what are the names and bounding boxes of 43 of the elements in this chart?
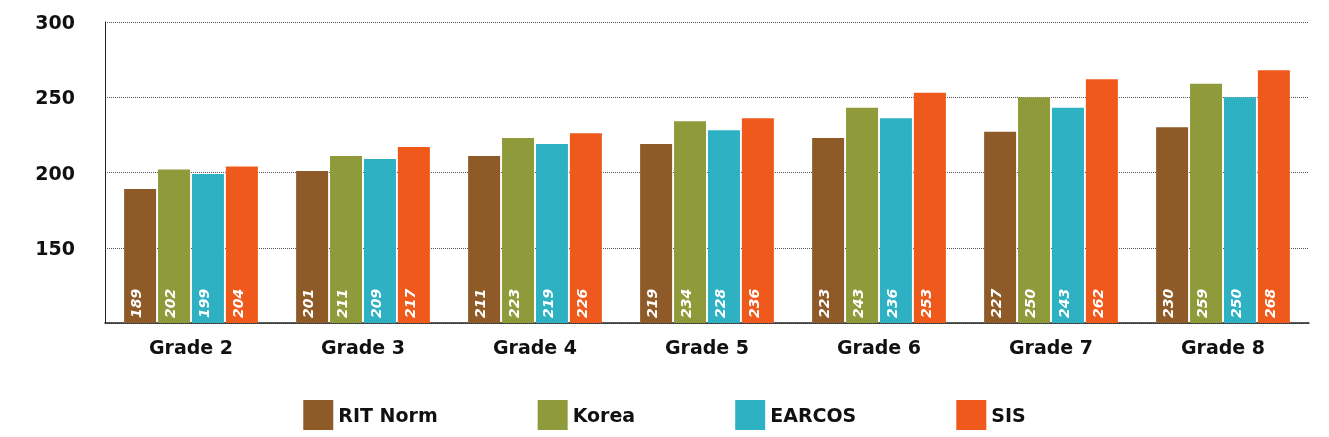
- data-label: 219: [644, 288, 661, 318]
- data-label: 211: [334, 288, 351, 318]
- data-label: 259: [1194, 288, 1211, 318]
- data-label: 189: [128, 288, 145, 318]
- x-tick-label: Grade 6: [836, 335, 922, 358]
- x-tick-label: Grade 8: [1180, 335, 1266, 358]
- x-tick-label: Grade 5: [664, 335, 750, 358]
- data-label: 217: [401, 288, 418, 318]
- legend-label: EARCOS: [770, 404, 857, 426]
- x-tick-label: Grade 4: [492, 335, 578, 358]
- data-label: 227: [988, 288, 1005, 318]
- y-tick-label: 300: [35, 11, 75, 33]
- y-tick-label: 150: [35, 236, 75, 259]
- data-label: 201: [300, 288, 317, 318]
- data-label: 268: [1261, 288, 1278, 318]
- data-label: 223: [506, 288, 523, 318]
- data-label: 202: [162, 288, 179, 318]
- x-tick-label: Grade 3: [320, 335, 406, 358]
- data-label: 199: [195, 288, 212, 318]
- data-label: 243: [850, 288, 867, 318]
- data-label: 219: [539, 288, 556, 318]
- data-label: 211: [472, 288, 489, 318]
- data-label: 250: [1022, 288, 1039, 318]
- data-label: 236: [745, 288, 762, 318]
- data-label: 250: [1227, 288, 1244, 318]
- x-tick-label: Grade 7: [1008, 335, 1094, 358]
- x-tick-label: Grade 2: [148, 335, 234, 358]
- data-label: 204: [229, 288, 246, 318]
- data-label: 223: [816, 288, 833, 318]
- legend-label: Korea: [572, 404, 636, 426]
- y-tick-label: 250: [35, 86, 75, 109]
- y-tick-label: 200: [35, 161, 75, 184]
- data-label: 234: [678, 288, 695, 318]
- data-label: 262: [1089, 288, 1106, 318]
- data-label: 243: [1055, 288, 1072, 318]
- data-label: 253: [917, 288, 934, 318]
- data-label: 228: [711, 288, 728, 318]
- data-label: 226: [573, 288, 590, 318]
- data-label: 209: [367, 288, 384, 318]
- legend-label: SIS: [991, 404, 1026, 426]
- data-label: 230: [1160, 288, 1177, 318]
- legend-label: RIT Norm: [338, 404, 438, 426]
- data-label: 236: [883, 288, 900, 318]
